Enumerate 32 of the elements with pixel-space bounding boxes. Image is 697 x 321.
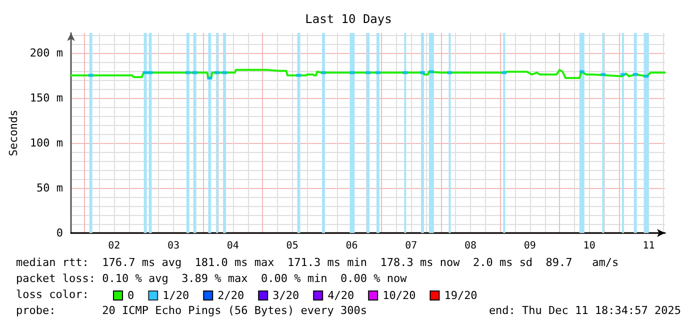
text: probe: 20 ICMP Echo Pings (56 Bytes) every 300s xyxy=(16,304,367,317)
text: packet loss: 0.10 % avg 3.89 % max 0.00 % min 0.00 % now xyxy=(16,272,407,285)
x-tick-label: 11 xyxy=(642,240,655,252)
legend-label: 2/20 xyxy=(218,289,244,302)
legend-label: 19/20 xyxy=(444,289,478,302)
line-series xyxy=(70,68,666,80)
legend-label: 0 xyxy=(128,289,134,302)
legend-title: loss color: xyxy=(16,288,89,301)
x-tick-label: 06 xyxy=(346,240,358,252)
x-tick-label: 07 xyxy=(405,240,418,252)
x-tick-label: 03 xyxy=(167,240,180,252)
x-tick-label: 02 xyxy=(108,240,120,252)
point xyxy=(222,71,227,74)
y-axis-title: Seconds xyxy=(7,110,20,156)
legend-label: 10/20 xyxy=(382,289,416,302)
text: median rtt: 176.7 ms avg 181.0 ms max 171.3 ms min 178.3 ms now 2.0 ms sd 89.7 am/s xyxy=(16,256,619,269)
y-tick-label: 100 m xyxy=(30,136,64,150)
x-tick-label: 09 xyxy=(524,240,536,252)
x-tick-label: 05 xyxy=(286,240,298,252)
x-tick-label: 08 xyxy=(464,240,477,252)
chart-title: Last 10 Days xyxy=(305,12,392,26)
x-tick-label: 04 xyxy=(226,240,239,252)
text: end: Thu Dec 11 18:34:57 2025 xyxy=(488,304,681,317)
legend-label: 3/20 xyxy=(272,289,300,302)
x-tick-label: 10 xyxy=(583,240,596,252)
y-tick-label: 50 m xyxy=(36,181,64,194)
y-tick-label: 150 m xyxy=(30,91,64,104)
y-tick-label: 0 xyxy=(56,226,64,240)
point xyxy=(321,71,326,74)
y-tick-label: 200 m xyxy=(30,46,64,60)
legend-label: 1/20 xyxy=(162,289,190,302)
legend-label: 4/20 xyxy=(328,289,354,302)
